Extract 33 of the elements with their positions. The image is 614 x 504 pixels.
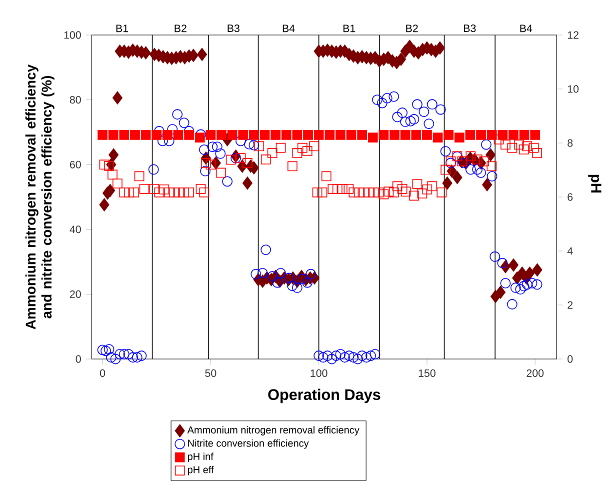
y-axis-title: Ammonium nitrogen removal efficiency and nitrite conversion efficiency (%): [25, 64, 54, 330]
y2-tick-label: 2: [568, 301, 573, 309]
y2-axis-title: pH: [588, 174, 602, 192]
y-tick-label: 20: [70, 290, 81, 298]
legend-label: pH inf: [188, 452, 214, 462]
text: B2: [406, 24, 418, 32]
y2-tick-label: 12: [568, 31, 578, 39]
y2-tick-label: 4: [567, 247, 573, 255]
legend-label: Nitrite conversion efficiency: [188, 439, 309, 449]
x-tick-label: 50: [205, 369, 216, 377]
y-tick-label: 100: [64, 31, 81, 39]
y2-tick-label: 6: [568, 193, 573, 201]
y-tick-label: 40: [70, 226, 81, 234]
y2-tick-label: 0: [568, 355, 573, 363]
text: B4: [520, 24, 532, 32]
text: B3: [464, 24, 476, 32]
y2-tick-label: 10: [568, 85, 579, 93]
text: B1: [116, 24, 128, 32]
y-tick-label: 0: [76, 355, 81, 363]
text: B1: [343, 24, 356, 32]
y-tick-label: 80: [70, 96, 81, 104]
text: B3: [228, 24, 240, 32]
legend-label: pH eff: [188, 466, 214, 476]
text: B2: [174, 24, 186, 32]
x-tick-label: 100: [310, 369, 328, 377]
text: B4: [282, 24, 295, 32]
x-tick-label: 150: [418, 369, 436, 377]
y-tick-label: 60: [70, 160, 81, 168]
x-tick-label: 0: [100, 369, 106, 377]
legend-label: Ammonium nitrogen removal efficiency: [187, 426, 360, 436]
x-axis-title: Operation Days: [268, 388, 380, 404]
x-tick-label: 200: [526, 369, 544, 377]
y2-tick-label: 8: [568, 139, 573, 147]
